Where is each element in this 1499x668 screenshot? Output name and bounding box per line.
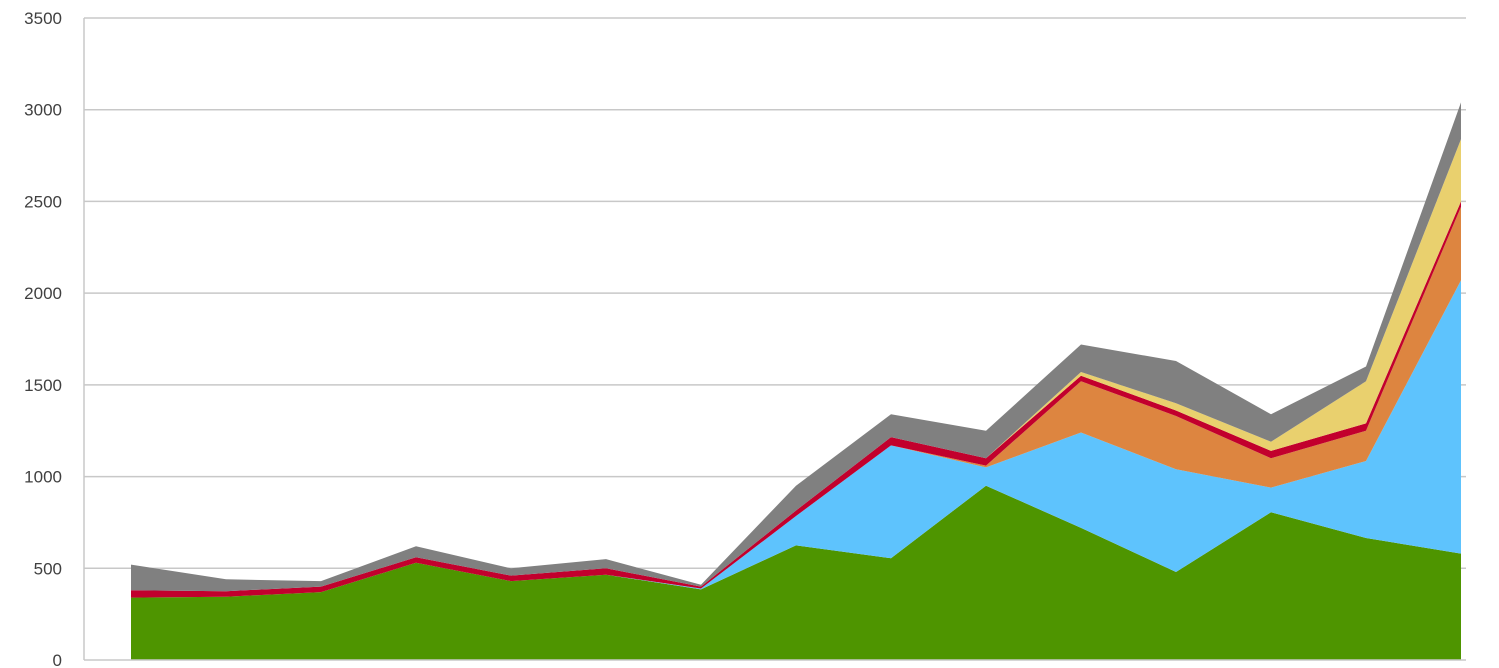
series-area-6 xyxy=(131,102,1461,592)
y-tick-label: 1500 xyxy=(24,376,62,395)
y-tick-label: 500 xyxy=(34,559,62,578)
y-tick-label: 3500 xyxy=(24,9,62,28)
series-areas xyxy=(131,102,1461,660)
y-tick-label: 1000 xyxy=(24,468,62,487)
series-area-2 xyxy=(131,280,1461,598)
gridlines xyxy=(84,17,1466,570)
y-tick-label: 2500 xyxy=(24,192,62,211)
y-axis: 0 500 1000 1500 2000 2500 3000 3500 xyxy=(24,9,1466,668)
y-tick-label: 0 xyxy=(53,651,62,668)
series-area-1 xyxy=(131,485,1461,660)
y-tick-label: 2000 xyxy=(24,284,62,303)
y-tick-label: 3000 xyxy=(24,101,62,120)
